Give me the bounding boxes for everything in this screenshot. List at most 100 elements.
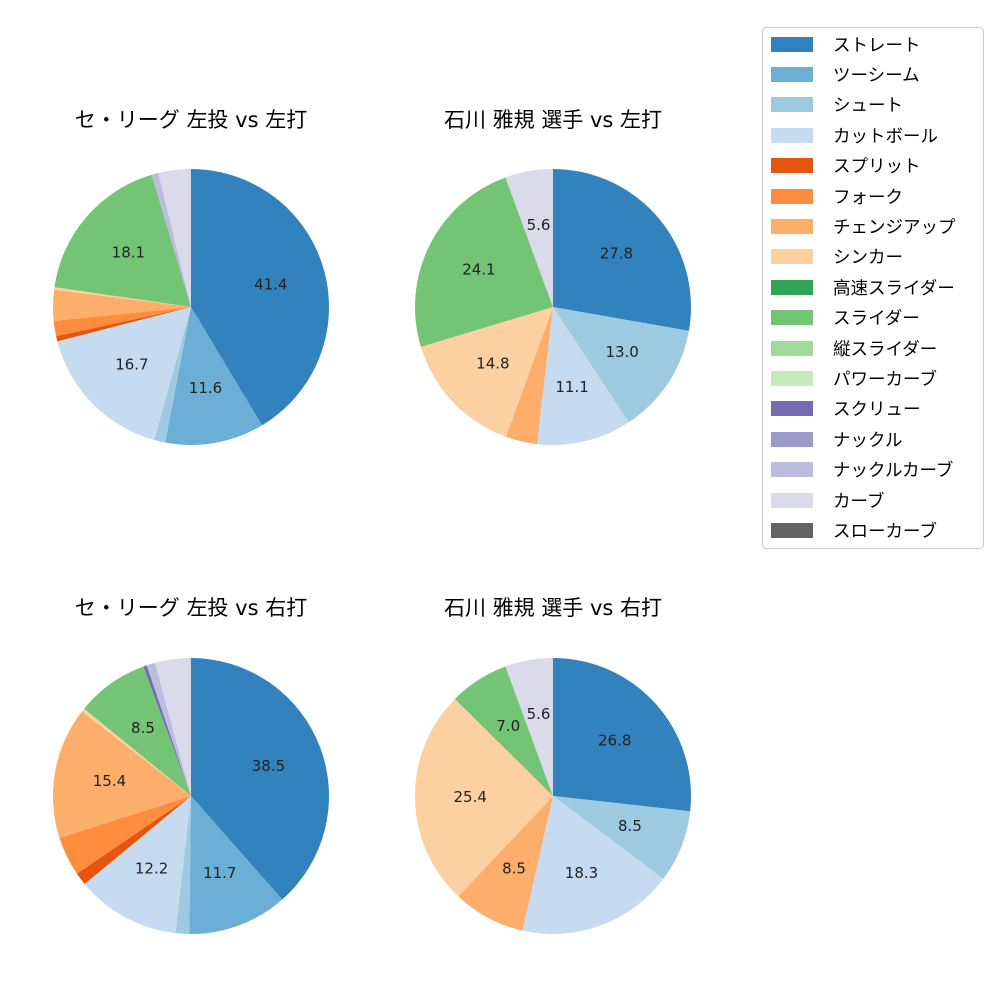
- legend-label: スプリット: [833, 157, 921, 178]
- pie-slice: [553, 796, 691, 879]
- legend-swatch: [771, 522, 813, 538]
- slice-value-label: 18.3: [565, 864, 598, 882]
- slice-value-label: 8.5: [131, 719, 155, 737]
- legend-item: ナックルカーブ: [771, 458, 953, 482]
- legend-label: 縦スライダー: [833, 339, 938, 360]
- chart-title: セ・リーグ 左投 vs 右打: [74, 596, 308, 620]
- pie-slice: [53, 289, 191, 321]
- legend-swatch: [771, 370, 813, 386]
- legend-label: パワーカーブ: [833, 369, 937, 390]
- pie-slice: [553, 169, 692, 331]
- legend-swatch: [771, 188, 813, 204]
- legend-swatch: [771, 462, 813, 478]
- legend-swatch: [771, 340, 813, 356]
- slice-value-label: 25.4: [454, 788, 487, 806]
- legend-swatch: [771, 310, 813, 326]
- slice-value-label: 5.6: [527, 705, 551, 723]
- chart-title: 石川 雅規 選手 vs 右打: [443, 596, 663, 620]
- slice-value-label: 15.4: [93, 772, 126, 790]
- pie-slice: [81, 708, 191, 796]
- legend-label: スローカーブ: [833, 521, 937, 542]
- legend-item: パワーカーブ: [771, 366, 937, 390]
- legend-label: スライダー: [833, 309, 920, 330]
- legend-item: 高速スライダー: [771, 275, 955, 299]
- pie-slice: [151, 172, 191, 307]
- pie-slice: [56, 307, 192, 342]
- pie-slice: [191, 169, 330, 426]
- slice-value-label: 27.8: [600, 244, 633, 262]
- pie-slice: [505, 307, 553, 445]
- pie-slice: [158, 169, 191, 307]
- legend-item: ストレート: [771, 32, 921, 56]
- legend-label: スクリュー: [833, 400, 921, 421]
- pie-slice: [53, 307, 191, 337]
- slice-value-label: 16.7: [115, 355, 148, 373]
- pie-slice: [414, 698, 553, 897]
- pie-slice: [84, 796, 191, 934]
- pie-slice: [191, 658, 330, 900]
- pie-slice: [76, 796, 191, 884]
- legend-item: シュート: [771, 93, 903, 117]
- legend-swatch: [771, 431, 813, 447]
- chart-title: 石川 雅規 選手 vs 左打: [443, 108, 663, 132]
- slice-value-label: 12.2: [135, 859, 168, 877]
- slice-value-label: 8.5: [618, 817, 642, 835]
- legend-swatch: [771, 97, 813, 113]
- slice-value-label: 7.0: [496, 717, 520, 735]
- legend-label: シンカー: [833, 248, 903, 269]
- pie-slice: [415, 177, 553, 347]
- legend-item: チェンジアップ: [771, 214, 956, 238]
- slice-value-label: 38.5: [252, 757, 285, 775]
- legend: ストレートツーシームシュートカットボール スプリットフォークチェンジアップ シンカー…: [762, 27, 984, 549]
- slice-value-label: 5.6: [527, 216, 551, 234]
- legend-item: シンカー: [771, 245, 903, 269]
- pie-slice: [458, 796, 553, 931]
- slice-value-label: 26.8: [598, 731, 631, 749]
- legend-swatch: [771, 36, 813, 52]
- legend-swatch: [771, 249, 813, 265]
- legend-label: ナックルカーブ: [833, 461, 954, 482]
- legend-swatch: [771, 127, 813, 143]
- slice-value-label: 41.4: [254, 275, 287, 293]
- legend-label: ストレート: [833, 35, 921, 56]
- legend-label: シュート: [833, 96, 903, 117]
- pie-slice: [84, 666, 191, 796]
- legend-item: ツーシーム: [771, 62, 920, 86]
- slice-value-label: 24.1: [462, 261, 495, 279]
- legend-swatch: [771, 492, 813, 508]
- pie-slice: [189, 796, 283, 934]
- pie-slice: [522, 796, 664, 934]
- pie-slice: [52, 711, 191, 838]
- legend-swatch: [771, 218, 813, 234]
- legend-label: 高速スライダー: [833, 278, 955, 299]
- pie-slice: [505, 658, 553, 796]
- legend-label: チェンジアップ: [833, 217, 956, 238]
- pie-slice: [553, 307, 689, 423]
- pie-slice: [420, 307, 553, 437]
- legend-label: カーブ: [833, 491, 885, 512]
- slice-value-label: 8.5: [502, 860, 526, 878]
- slice-value-label: 11.6: [189, 379, 222, 397]
- slice-value-label: 18.1: [112, 243, 145, 261]
- legend-swatch: [771, 279, 813, 295]
- legend-label: ツーシーム: [833, 65, 920, 86]
- pie-slice: [54, 287, 192, 307]
- pie-slice: [57, 307, 191, 440]
- legend-item: スローカーブ: [771, 518, 937, 542]
- pie-slice: [59, 796, 192, 874]
- pie-slice: [553, 658, 691, 812]
- legend-item: ナックル: [771, 427, 902, 451]
- slice-value-label: 11.7: [203, 864, 236, 882]
- slice-value-label: 14.8: [476, 354, 509, 372]
- pie-slice: [54, 174, 192, 307]
- legend-label: フォーク: [833, 187, 903, 208]
- legend-item: スクリュー: [771, 397, 921, 421]
- chart-title: セ・リーグ 左投 vs 左打: [74, 108, 308, 132]
- pie-slice: [165, 307, 262, 445]
- legend-item: 縦スライダー: [771, 336, 937, 360]
- legend-label: カットボール: [833, 126, 938, 147]
